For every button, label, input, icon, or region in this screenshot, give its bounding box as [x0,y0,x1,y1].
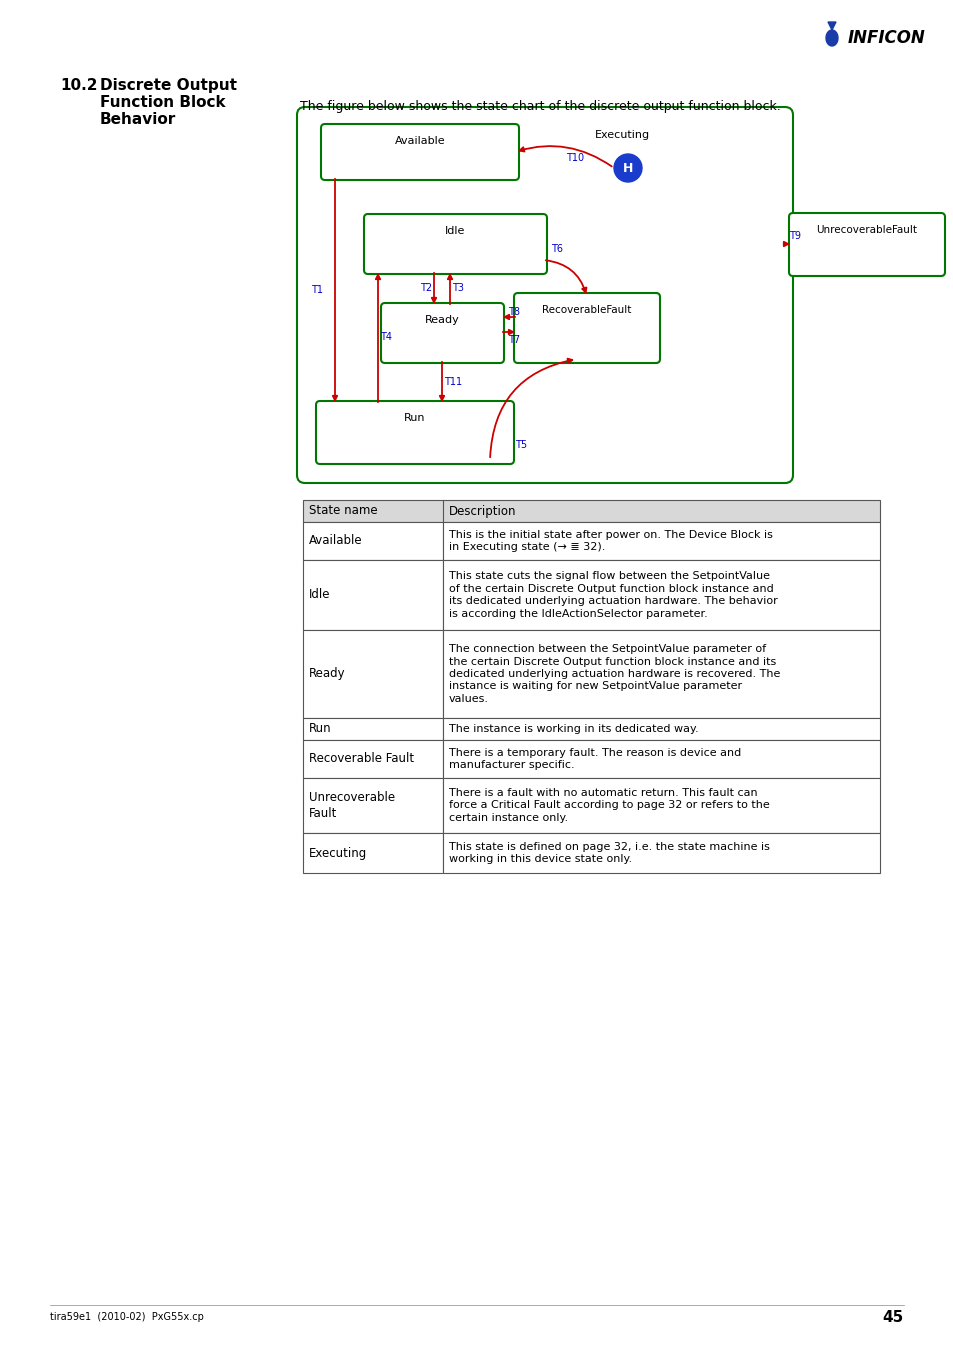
Text: Available: Available [395,136,445,146]
FancyBboxPatch shape [364,215,546,274]
Text: Executing: Executing [309,846,367,860]
Text: Ready: Ready [425,315,459,325]
Text: T3: T3 [452,284,463,293]
Text: Executing: Executing [595,130,649,140]
Text: T11: T11 [443,377,461,387]
Bar [303,718,442,740]
Text: This state cuts the signal flow between the SetpointValue
of the certain Discret: This state cuts the signal flow between … [449,571,777,618]
Text: Available: Available [309,535,362,548]
Text: 45: 45 [882,1310,903,1324]
FancyBboxPatch shape [315,401,514,464]
Text: This state is defined on page 32, i.e. the state machine is
working in this devi: This state is defined on page 32, i.e. t… [449,842,769,864]
Text: H: H [622,162,633,174]
Text: INFICON: INFICON [847,28,924,47]
Text: Run: Run [404,413,425,423]
Bar [303,740,442,778]
Text: T10: T10 [565,153,583,163]
Text: T8: T8 [507,306,519,317]
Text: T7: T7 [507,335,519,346]
Text: State name: State name [309,505,377,517]
Text: T9: T9 [788,231,801,242]
Text: Recoverable Fault: Recoverable Fault [309,752,414,765]
Text: Idle: Idle [445,225,465,236]
Text: Idle: Idle [309,589,330,602]
Text: The figure below shows the state chart of the discrete output function block.: The figure below shows the state chart o… [299,100,780,113]
Bar [303,833,442,873]
Bar [303,500,879,522]
Text: T5: T5 [515,440,527,450]
Text: UnrecoverableFault: UnrecoverableFault [816,225,917,235]
Text: T4: T4 [379,332,392,342]
Text: The connection between the SetpointValue parameter of
the certain Discrete Outpu: The connection between the SetpointValue… [449,644,780,703]
Text: tira59e1  (2010-02)  PxG55x.cp: tira59e1 (2010-02) PxG55x.cp [50,1312,204,1322]
Bar [442,833,879,873]
Text: Ready: Ready [309,667,345,680]
FancyBboxPatch shape [320,124,518,180]
Text: There is a fault with no automatic return. This fault can
force a Critical Fault: There is a fault with no automatic retur… [449,788,769,824]
Text: Unrecoverable
Fault: Unrecoverable Fault [309,791,395,819]
Bar [303,630,442,718]
Bar [442,630,879,718]
Bar [442,740,879,778]
Text: T6: T6 [551,244,562,254]
Bar [442,522,879,560]
FancyBboxPatch shape [380,302,503,363]
Text: Behavior: Behavior [100,112,176,127]
Text: Run: Run [309,722,332,736]
Bar [442,718,879,740]
Text: Description: Description [449,505,516,517]
Bar [442,560,879,630]
Text: The instance is working in its dedicated way.: The instance is working in its dedicated… [449,724,698,734]
Text: Function Block: Function Block [100,95,226,109]
Text: This is the initial state after power on. The Device Block is
in Executing state: This is the initial state after power on… [449,529,772,552]
Bar [303,522,442,560]
Text: There is a temporary fault. The reason is device and
manufacturer specific.: There is a temporary fault. The reason i… [449,748,740,771]
Polygon shape [827,22,835,30]
Circle shape [614,154,641,182]
Bar [303,560,442,630]
FancyBboxPatch shape [514,293,659,363]
Text: Discrete Output: Discrete Output [100,78,236,93]
Bar [303,778,442,833]
Text: T2: T2 [419,284,432,293]
FancyBboxPatch shape [788,213,944,275]
Text: 10.2: 10.2 [60,78,97,93]
Bar [442,778,879,833]
Text: RecoverableFault: RecoverableFault [541,305,631,315]
Text: T1: T1 [311,285,323,296]
Polygon shape [825,30,837,46]
